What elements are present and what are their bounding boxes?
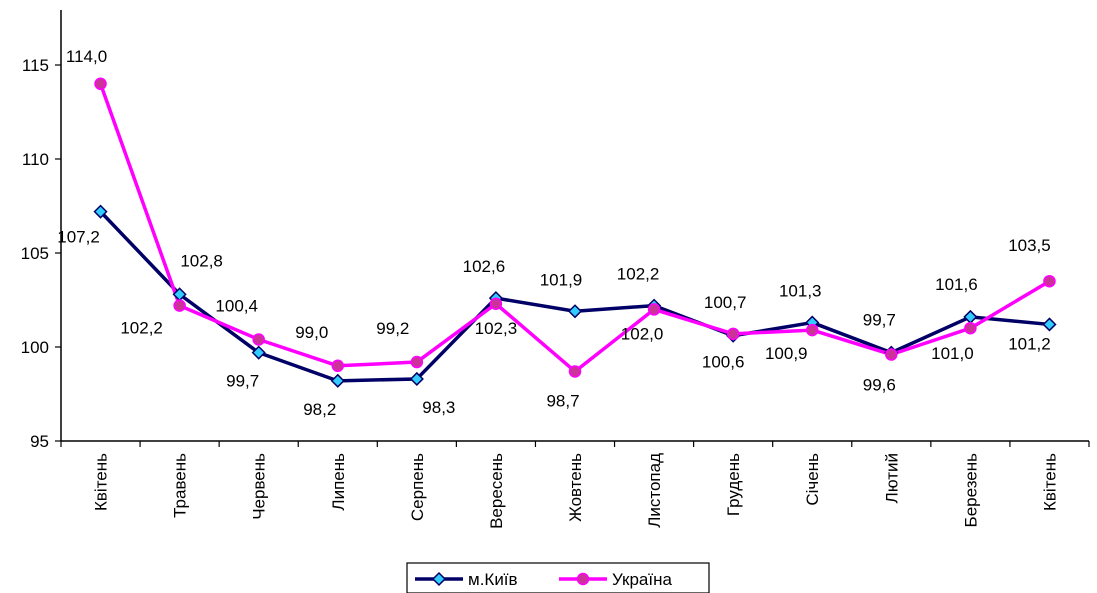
y-tick-label: 100 xyxy=(21,338,49,357)
data-label-ukraine: 100,9 xyxy=(765,344,808,363)
data-labels: 107,2 102,8 99,7 98,2 98,3 102,6 101,9 102,2 100… xyxy=(57,47,1050,419)
x-tick-label: Червень xyxy=(250,453,269,520)
data-point-kyiv xyxy=(330,373,345,388)
data-point-ukraine xyxy=(410,355,424,369)
data-point-ukraine xyxy=(647,303,661,316)
data-label-kyiv: 102,8 xyxy=(180,251,223,270)
x-axis-ticks: Квітень Травень Червень Липень Серпень Вересе… xyxy=(60,441,1090,529)
data-label-ukraine: 103,5 xyxy=(1008,236,1051,255)
x-tick-label: Жовтень xyxy=(566,453,585,522)
data-label-kyiv: 101,6 xyxy=(935,275,978,294)
data-label-ukraine: 101,0 xyxy=(931,344,974,363)
x-tick-label: Квітень xyxy=(1040,453,1059,511)
data-point-ukraine xyxy=(94,77,107,91)
x-tick-label: Вересень xyxy=(487,453,506,529)
data-label-ukraine: 114,0 xyxy=(66,47,107,66)
data-point-kyiv xyxy=(93,204,108,219)
data-label-kyiv: 101,9 xyxy=(540,270,583,289)
data-point-kyiv xyxy=(963,309,978,324)
data-label-ukraine: 102,3 xyxy=(475,319,518,338)
data-point-kyiv xyxy=(567,304,583,319)
legend-label-kyiv: м.Київ xyxy=(468,570,518,589)
chart-axes xyxy=(60,10,1089,442)
x-tick-label: Березень xyxy=(961,453,980,528)
data-point-ukraine xyxy=(489,297,503,311)
x-tick-label: Січень xyxy=(803,453,822,506)
y-tick-label: 95 xyxy=(30,432,49,451)
data-label-ukraine: 98,7 xyxy=(546,391,579,410)
x-tick-label: Грудень xyxy=(724,453,743,516)
series-lines xyxy=(98,83,1051,383)
data-label-kyiv: 102,6 xyxy=(463,257,506,276)
data-point-ukraine xyxy=(568,365,582,378)
data-point-ukraine xyxy=(805,323,819,337)
data-label-ukraine: 99,0 xyxy=(295,323,328,342)
x-tick-label: Квітень xyxy=(92,453,111,511)
data-label-ukraine: 99,2 xyxy=(376,319,409,338)
legend-label-ukraine: Україна xyxy=(612,570,672,589)
y-tick-label: 115 xyxy=(22,56,49,75)
data-point-kyiv xyxy=(409,371,424,387)
y-tick-label: 110 xyxy=(22,150,49,169)
data-label-kyiv: 100,6 xyxy=(702,353,745,372)
series-markers xyxy=(93,77,1057,388)
data-point-ukraine xyxy=(331,359,345,373)
data-label-kyiv: 102,2 xyxy=(617,265,660,284)
x-tick-label: Серпень xyxy=(408,453,427,521)
x-tick-label: Травень xyxy=(171,453,190,518)
x-tick-label: Липень xyxy=(329,453,348,511)
x-tick-label: Листопад xyxy=(645,453,664,528)
series-line-2 xyxy=(98,83,1051,374)
data-label-ukraine: 102,0 xyxy=(621,324,664,343)
data-point-ukraine xyxy=(885,348,898,361)
data-label-ukraine: 100,7 xyxy=(704,293,747,312)
data-label-ukraine: 100,4 xyxy=(215,296,258,315)
data-point-ukraine xyxy=(173,299,186,312)
x-tick-label: Лютий xyxy=(882,453,901,503)
data-label-kyiv: 101,3 xyxy=(779,282,822,301)
legend: м.Київ Україна xyxy=(406,562,710,593)
data-point-ukraine xyxy=(252,333,265,346)
data-label-kyiv: 99,7 xyxy=(226,372,259,391)
legend-marker-ukraine xyxy=(576,572,590,586)
data-label-kyiv: 98,2 xyxy=(303,400,336,419)
data-label-kyiv: 107,2 xyxy=(57,228,100,247)
data-point-ukraine xyxy=(964,321,977,335)
data-point-ukraine xyxy=(1043,274,1056,288)
data-label-ukraine: 99,6 xyxy=(863,376,896,395)
data-label-kyiv: 99,7 xyxy=(863,311,896,330)
legend-marker-kyiv xyxy=(431,571,447,587)
data-label-kyiv: 98,3 xyxy=(422,398,455,417)
y-axis-ticks: 95 100 105 110 115 xyxy=(21,56,61,451)
data-label-ukraine: 102,2 xyxy=(120,319,163,338)
y-tick-label: 105 xyxy=(21,244,49,263)
data-label-kyiv: 101,2 xyxy=(1008,334,1051,353)
data-point-kyiv xyxy=(1042,317,1057,332)
data-point-ukraine xyxy=(726,327,740,341)
data-point-kyiv xyxy=(251,345,266,360)
